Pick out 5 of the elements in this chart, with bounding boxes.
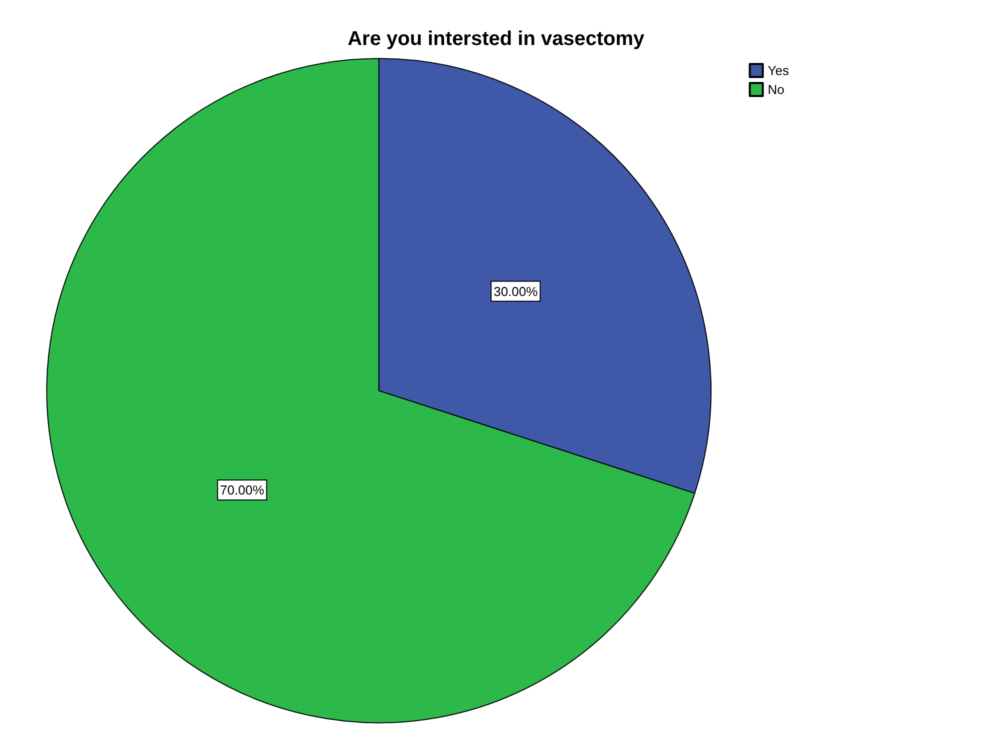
- chart-title: Are you intersted in vasectomy: [348, 28, 646, 50]
- legend-label: Yes: [768, 63, 790, 78]
- legend-label: No: [768, 82, 784, 97]
- data-label: 70.00%: [220, 482, 265, 498]
- data-label: 30.00%: [494, 284, 538, 299]
